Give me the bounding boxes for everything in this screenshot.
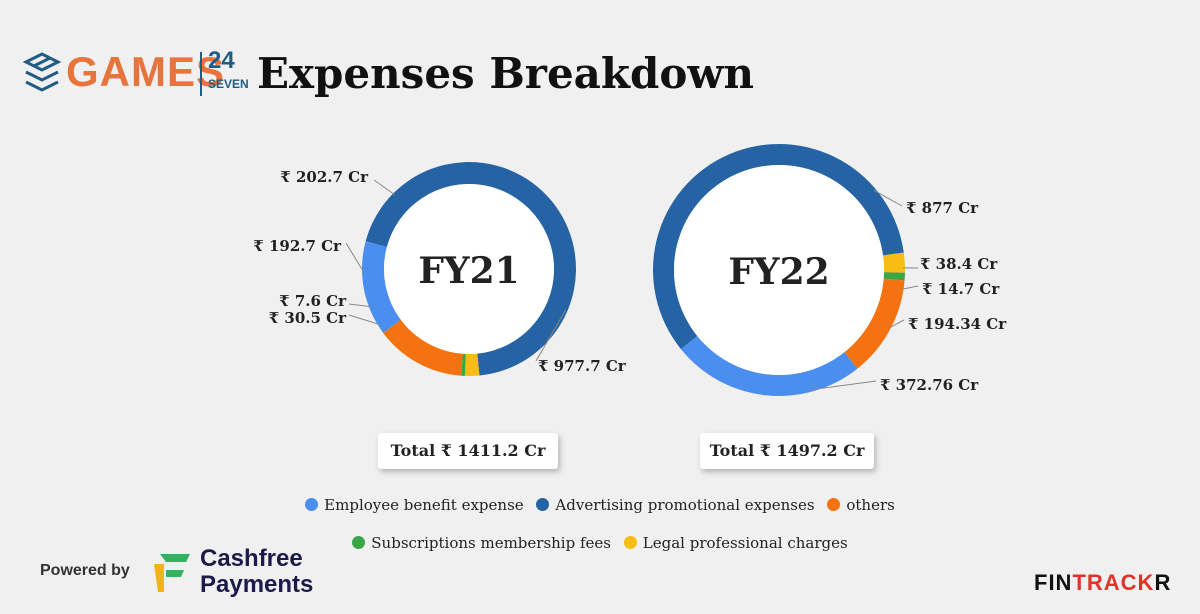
legend-dot [352,536,366,549]
fy22-donut-hole [674,165,884,375]
logo-24-text: 24 [208,47,235,74]
legend-label: Legal professional charges [642,534,848,552]
logo-seven-text: SEVEN [208,77,249,91]
fy21-data-label: ₹ 30.5 Cr [269,309,347,327]
fy22-leader-line [888,319,905,329]
fy22-data-label: ₹ 14.7 Cr [922,280,1000,298]
fy22-total-box: Total ₹ 1497.2 Cr [700,433,874,469]
cashfree-name: Cashfree [200,545,303,572]
legend-row-1: Employee benefit expense Advertising pro… [0,496,1200,514]
fy21-slice-legal-professional-charges [464,353,480,376]
legend-label: Employee benefit expense [324,496,524,514]
legend-item-advertising: Advertising promotional expenses [536,496,815,514]
legend-dot [827,498,841,511]
fy22-slice-legal-professional-charges [882,252,905,273]
legend-row-2: Subscriptions membership fees Legal prof… [0,534,1200,552]
fy21-data-label: ₹ 192.7 Cr [253,237,342,255]
fintrackr-logo: FINTRACKR [1034,570,1171,596]
fintrackr-text-end: R [1154,570,1172,595]
legend-label: Advertising promotional expenses [555,496,815,514]
fy22-slice-others [844,278,905,369]
page-title: Expenses Breakdown [257,49,755,98]
fy22-data-label: ₹ 194.34 Cr [908,315,1007,333]
fy22-leader-line [873,189,903,207]
powered-by-text: Powered by [40,562,130,579]
legend-dot [536,498,550,511]
fy21-slice-others [383,319,463,376]
fy21-leader-line [535,309,567,362]
fy22-data-label: ₹ 372.76 Cr [880,376,979,394]
legend-item-legal: Legal professional charges [623,534,848,552]
fy21-center-label: FY21 [418,250,519,292]
fintrackr-text-start: FIN [1034,570,1073,595]
games24x7-logo-icon [22,52,62,92]
fy22-slice-advertising-promotional-expenses [653,144,904,350]
fy21-donut-hole [384,184,554,354]
fy22-leader-line [901,285,919,290]
legend-item-subscriptions: Subscriptions membership fees [352,534,611,552]
legend-label: Subscriptions membership fees [371,534,611,552]
fy21-slice-employee-benefit-expense [361,241,401,333]
fy21-leader-line [348,314,381,326]
fy21-total-box: Total ₹ 1411.2 Cr [378,433,558,469]
fy22-data-label: ₹ 38.4 Cr [920,255,998,273]
logo-divider [200,52,202,96]
fy21-leader-line [373,179,396,196]
logo-games-text: GAMES [66,48,226,95]
fintrackr-text-accent: TRACK [1072,570,1155,595]
cashfree-sub: Payments [200,571,314,598]
legend-dot [623,536,637,549]
fy21-slice-subscriptions-membership-fees [461,353,466,376]
fy22-center-label: FY22 [728,251,829,293]
legend-label: others [846,496,895,514]
legend-item-others: others [827,496,895,514]
fy22-slice-employee-benefit-expense [680,335,858,396]
fy21-leader-line [345,242,365,273]
fy21-data-label: ₹ 977.7 Cr [538,357,627,375]
fy22-slice-subscriptions-membership-fees [883,272,905,281]
fy21-data-label: ₹ 7.6 Cr [279,292,347,310]
fy21-leader-line [348,303,372,308]
fy21-data-label: ₹ 202.7 Cr [280,168,369,186]
cashfree-logo-icon [154,554,190,592]
legend-dot [305,498,319,511]
fy22-data-label: ₹ 877 Cr [906,199,979,217]
legend-item-employee: Employee benefit expense [305,496,524,514]
fy22-leader-line [811,380,877,391]
